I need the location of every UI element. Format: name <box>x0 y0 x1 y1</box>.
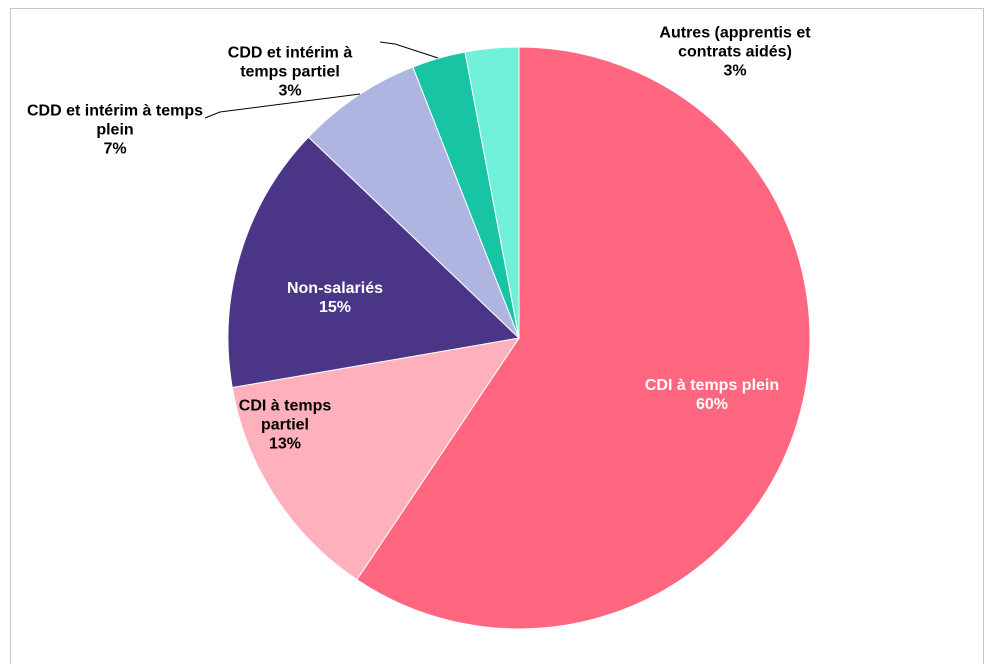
pie-slice <box>356 46 811 630</box>
pie-slice <box>307 66 520 339</box>
slice-label: CDI à temps partiel 13% <box>230 397 340 454</box>
pie-slice <box>227 136 521 389</box>
slice-name: CDI à temps partiel <box>238 397 332 434</box>
leader-line <box>379 41 439 59</box>
slice-name: Non-salariés <box>286 280 384 297</box>
slice-label: CDD et intérim à temps partiel 3% <box>205 44 375 101</box>
slice-label: CDI à temps plein 60% <box>612 376 812 414</box>
chart-frame <box>10 8 984 664</box>
slice-value: 13% <box>268 435 302 453</box>
slice-label: Non-salariés 15% <box>265 279 405 317</box>
slice-name: CDD et intérim à temps plein <box>26 102 204 139</box>
slice-name: CDD et intérim à temps partiel <box>227 44 353 81</box>
slice-name: CDI à temps plein <box>644 377 780 394</box>
pie-slice <box>231 337 521 581</box>
pie-slice <box>464 46 520 339</box>
slice-value: 3% <box>278 82 302 100</box>
slice-name: Autres (apprentis et contrats aidés) <box>659 24 811 61</box>
slice-value: 15% <box>318 299 352 316</box>
slice-value: 60% <box>695 396 729 413</box>
slice-label: Autres (apprentis et contrats aidés) 3% <box>653 24 818 81</box>
leader-line <box>204 93 361 119</box>
slice-value: 7% <box>103 140 127 158</box>
slice-value: 3% <box>723 62 747 80</box>
slice-label: CDD et intérim à temps plein 7% <box>25 102 205 159</box>
